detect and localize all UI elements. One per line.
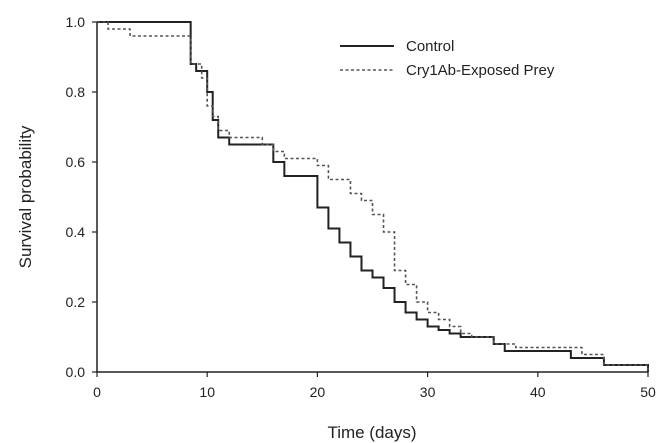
x-tick-label: 30 xyxy=(420,384,436,400)
x-tick-label: 50 xyxy=(640,384,656,400)
y-tick-label: 0.0 xyxy=(66,364,86,380)
y-tick-label: 0.8 xyxy=(66,84,86,100)
y-tick-label: 0.6 xyxy=(66,154,86,170)
x-tick-label: 10 xyxy=(199,384,215,400)
x-ticks: 0 10 20 30 40 50 xyxy=(93,372,656,400)
y-tick-label: 0.2 xyxy=(66,294,86,310)
legend-label-control: Control xyxy=(406,38,454,55)
x-tick-label: 0 xyxy=(93,384,101,400)
series-line-control xyxy=(97,21,649,372)
y-tick-label: 0.4 xyxy=(66,224,86,240)
series-line-cry1ab-exposed-prey xyxy=(97,21,649,372)
legend-label-cry1ab: Cry1Ab-Exposed Prey xyxy=(406,62,555,79)
x-tick-label: 40 xyxy=(530,384,546,400)
x-tick-label: 20 xyxy=(310,384,326,400)
x-axis-label: Time (days) xyxy=(327,423,416,442)
plot-lines xyxy=(97,21,649,372)
axes xyxy=(96,22,648,373)
legend: Control Cry1Ab-Exposed Prey xyxy=(340,38,555,79)
y-axis-label: Survival probability xyxy=(16,125,35,268)
y-tick-label: 1.0 xyxy=(66,14,86,30)
y-ticks: 0.0 0.2 0.4 0.6 0.8 1.0 xyxy=(66,14,97,380)
